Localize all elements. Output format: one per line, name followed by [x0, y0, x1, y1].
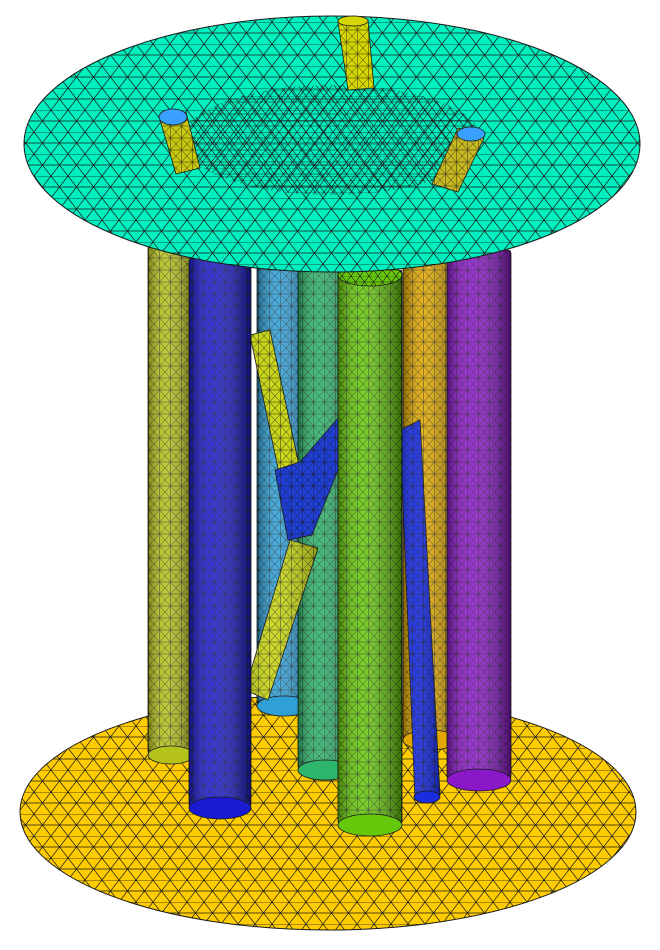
top-plate: [23, 15, 641, 273]
rod-green-front: [337, 263, 403, 837]
rod-diagonal-yellow: [244, 329, 319, 701]
stub-yellow-left: [158, 108, 201, 175]
stub-yellow-top: [337, 15, 375, 91]
rod-purple-right: [446, 249, 512, 792]
rod-diagonal-blue-front: [399, 419, 441, 804]
rod-blue-front-left: [188, 257, 252, 820]
stub-yellow-right: [431, 126, 486, 193]
rod-olive-left: [147, 239, 195, 765]
